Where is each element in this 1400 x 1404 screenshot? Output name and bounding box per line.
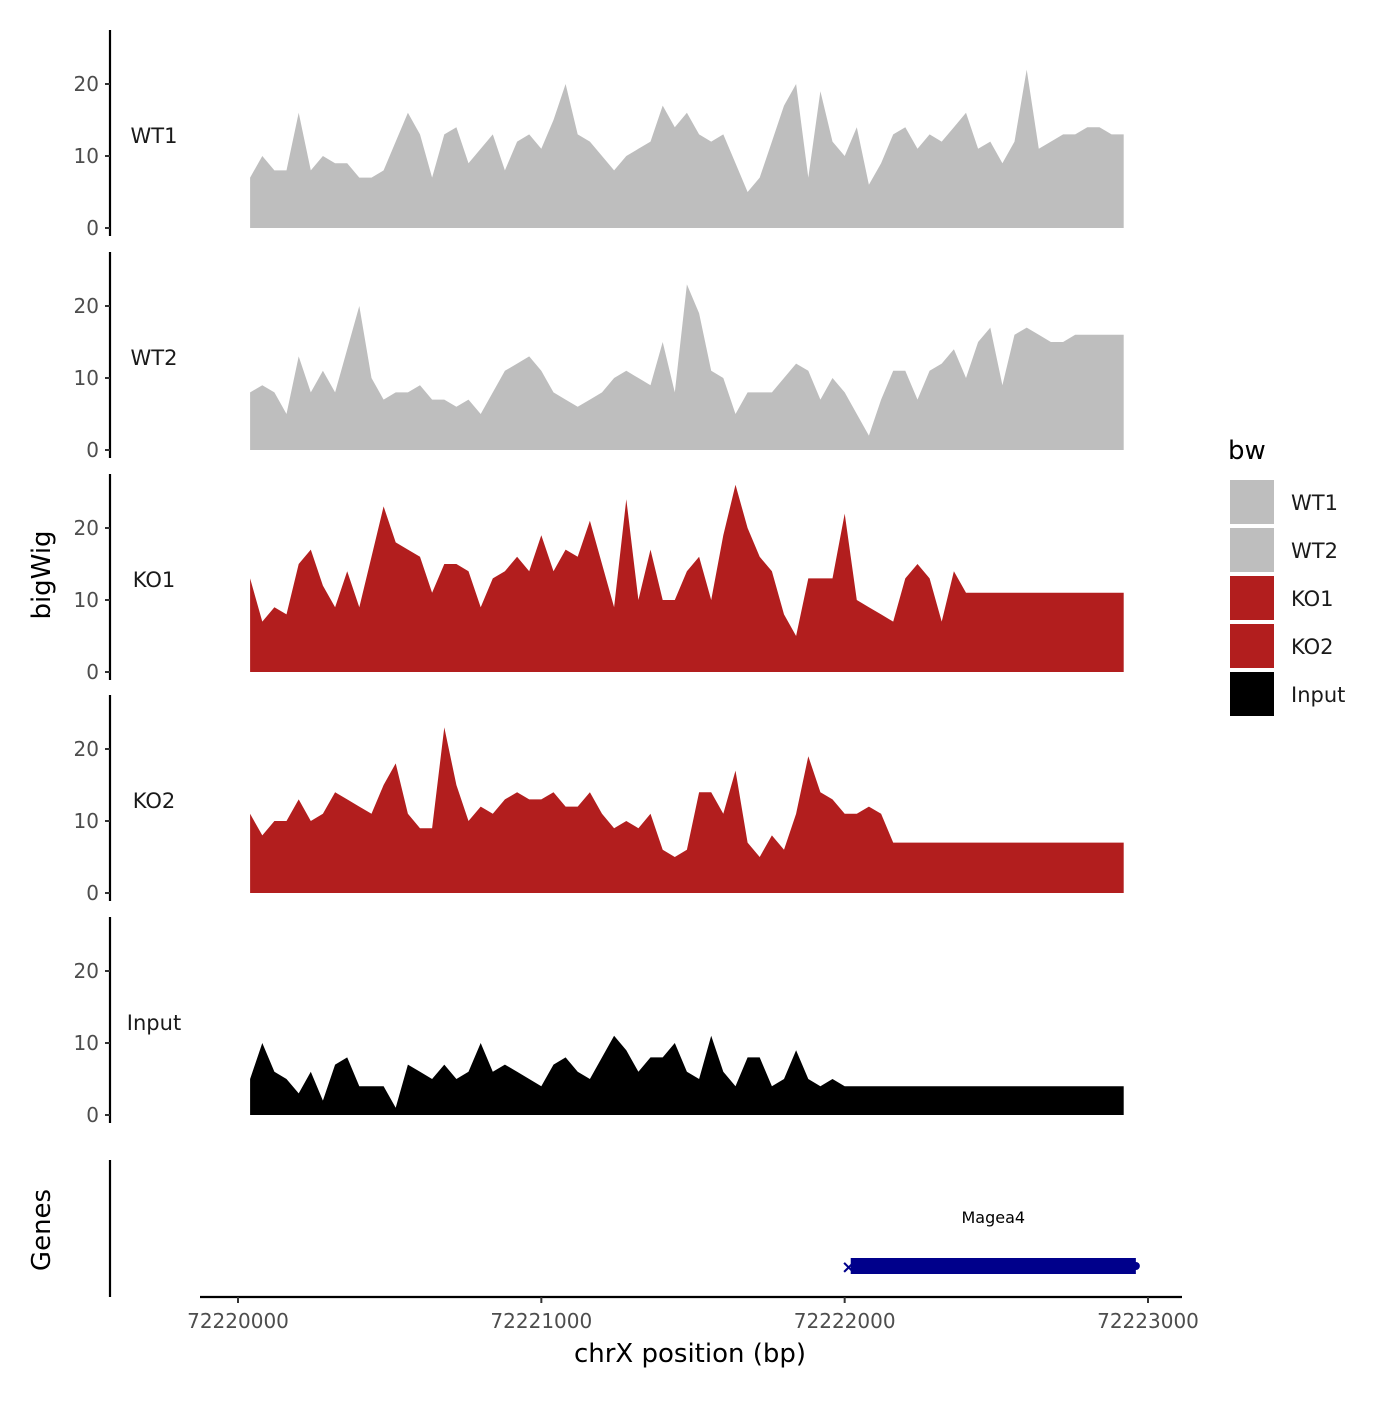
coverage-area xyxy=(250,484,1124,672)
x-tick-label: 72223000 xyxy=(1097,1309,1199,1333)
x-axis: 72220000 72221000 72222000 72223000 xyxy=(187,1295,1199,1333)
legend-label: Input xyxy=(1291,683,1345,707)
x-tick-label: 72222000 xyxy=(794,1309,896,1333)
y-tick-label: 0 xyxy=(86,438,99,462)
track-label: Input xyxy=(127,1011,181,1035)
legend-swatch xyxy=(1230,672,1274,716)
tracks-layer: 0 10 20 WT1 0 10 20 WT2 0 10 20 KO1 0 10 20 KO2 0 10 20 Inp… xyxy=(74,30,1124,1127)
gene-label: Magea4 xyxy=(962,1208,1026,1227)
legend-label: WT1 xyxy=(1291,491,1338,515)
track-ko1: 0 10 20 KO1 xyxy=(74,474,1124,684)
genes-axis-title: Genes xyxy=(27,1189,57,1271)
legend-swatch xyxy=(1230,576,1274,620)
legend-item-ko2: KO2 xyxy=(1230,624,1334,668)
coverage-area xyxy=(250,727,1124,893)
y-tick-label: 0 xyxy=(86,1103,99,1127)
y-tick-label: 10 xyxy=(74,588,99,612)
y-tick-label: 10 xyxy=(74,144,99,168)
y-axis-title: bigWig xyxy=(27,530,57,619)
y-tick-label: 0 xyxy=(86,660,99,684)
genes-panel: × Magea4 xyxy=(108,1160,1140,1297)
x-tick-label: 72220000 xyxy=(187,1309,289,1333)
track-label: KO1 xyxy=(133,568,176,592)
gene-strand-marker: × xyxy=(841,1257,856,1278)
legend-swatch xyxy=(1230,528,1274,572)
legend-item-wt1: WT1 xyxy=(1230,480,1338,524)
y-tick-label: 0 xyxy=(86,216,99,240)
gene-end-marker xyxy=(1131,1262,1140,1270)
track-label: KO2 xyxy=(133,789,176,813)
legend-swatch xyxy=(1230,624,1274,668)
track-wt1: 0 10 20 WT1 xyxy=(74,30,1124,240)
legend-item-wt2: WT2 xyxy=(1230,528,1338,572)
gene-body xyxy=(850,1258,1136,1274)
track-ko2: 0 10 20 KO2 xyxy=(74,695,1124,905)
y-tick-label: 20 xyxy=(74,959,99,983)
x-tick-label: 72221000 xyxy=(490,1309,592,1333)
legend-swatch xyxy=(1230,480,1274,524)
coverage-area xyxy=(250,69,1124,228)
legend-item-ko1: KO1 xyxy=(1230,576,1334,620)
track-input: 0 10 20 Input xyxy=(74,917,1124,1127)
track-wt2: 0 10 20 WT2 xyxy=(74,252,1124,462)
legend-label: WT2 xyxy=(1291,539,1338,563)
legend: bw WT1 WT2 KO1 KO2 Input xyxy=(1228,436,1345,716)
coverage-area xyxy=(250,284,1124,450)
legend-label: KO2 xyxy=(1291,635,1334,659)
coverage-area xyxy=(250,1035,1124,1115)
legend-item-input: Input xyxy=(1230,672,1345,716)
track-label: WT2 xyxy=(131,346,178,370)
y-tick-label: 10 xyxy=(74,1031,99,1055)
track-label: WT1 xyxy=(131,124,178,148)
y-tick-label: 20 xyxy=(74,72,99,96)
legend-title: bw xyxy=(1228,436,1266,466)
legend-label: KO1 xyxy=(1291,587,1334,611)
y-tick-label: 20 xyxy=(74,516,99,540)
y-tick-label: 20 xyxy=(74,737,99,761)
gene-magea4: × Magea4 xyxy=(841,1208,1140,1278)
y-tick-label: 0 xyxy=(86,881,99,905)
y-tick-label: 10 xyxy=(74,809,99,833)
x-axis-title: chrX position (bp) xyxy=(574,1339,806,1369)
y-tick-label: 10 xyxy=(74,366,99,390)
y-tick-label: 20 xyxy=(74,294,99,318)
